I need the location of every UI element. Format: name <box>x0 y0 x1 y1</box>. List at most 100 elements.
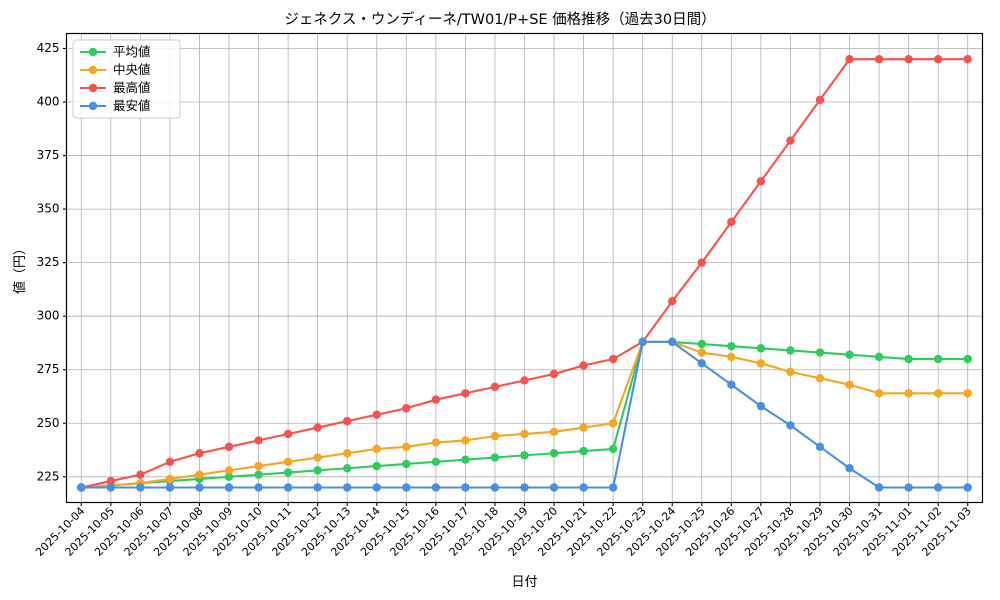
data-point <box>549 369 559 379</box>
data-point <box>402 459 411 469</box>
data-point <box>520 483 529 492</box>
data-point <box>431 438 441 447</box>
data-point <box>490 382 500 392</box>
data-point <box>283 457 293 467</box>
x-axis-label: 日付 <box>511 575 537 590</box>
data-point <box>136 483 145 492</box>
legend-marker-2 <box>88 83 98 93</box>
data-point <box>904 389 913 398</box>
data-point <box>343 464 352 473</box>
data-point <box>372 444 381 454</box>
data-point <box>579 483 588 492</box>
plot-area-border <box>65 32 984 504</box>
data-point <box>372 461 381 471</box>
data-point <box>756 359 766 368</box>
y-axis-label: 値（円） <box>12 242 28 294</box>
data-point <box>786 421 795 430</box>
data-point <box>254 436 263 445</box>
data-point <box>165 483 175 492</box>
data-point <box>254 461 263 471</box>
data-point <box>756 177 766 186</box>
data-point <box>195 483 204 492</box>
data-point <box>579 446 588 456</box>
data-point <box>77 483 86 492</box>
data-point <box>786 346 795 355</box>
data-point <box>431 395 441 404</box>
data-point <box>727 352 736 362</box>
data-point <box>815 374 825 383</box>
data-point <box>727 341 736 351</box>
legend-label-2: 最高値 <box>113 80 151 95</box>
data-point <box>549 427 559 437</box>
data-point <box>756 401 766 411</box>
data-point <box>343 449 352 458</box>
data-point <box>195 470 204 479</box>
data-point <box>520 376 529 385</box>
data-point <box>313 466 322 475</box>
legend-label-3: 最安値 <box>113 98 151 113</box>
data-point <box>106 483 116 492</box>
data-point <box>933 54 943 64</box>
data-point <box>608 419 618 428</box>
x-axis-ticks: 2025-10-042025-10-052025-10-062025-10-07… <box>33 502 974 559</box>
data-point <box>165 457 175 467</box>
data-point <box>461 483 470 492</box>
data-point <box>461 389 470 398</box>
data-point <box>933 483 943 492</box>
y-tick-label: 375 <box>37 148 60 162</box>
series-3 <box>77 337 972 492</box>
data-point <box>520 429 529 439</box>
data-point <box>874 54 884 64</box>
y-tick-label: 275 <box>37 362 60 376</box>
data-point <box>697 339 706 349</box>
data-point <box>372 483 381 492</box>
data-point <box>283 429 293 439</box>
data-point <box>963 389 972 398</box>
data-point <box>549 483 559 492</box>
data-point <box>697 258 706 267</box>
data-point <box>845 350 854 359</box>
data-point <box>904 54 913 64</box>
data-point <box>845 380 854 389</box>
data-point <box>845 464 854 473</box>
data-point <box>727 380 736 389</box>
data-point <box>668 296 677 306</box>
data-point <box>313 423 322 432</box>
data-point <box>904 483 913 492</box>
y-tick-label: 325 <box>37 255 60 269</box>
legend-marker-0 <box>88 47 98 57</box>
data-point <box>431 483 441 492</box>
y-tick-label: 400 <box>37 95 60 109</box>
data-point <box>461 455 470 464</box>
series-1 <box>77 337 972 492</box>
data-point <box>815 442 825 452</box>
data-point <box>402 442 411 452</box>
y-tick-label: 425 <box>37 41 60 55</box>
data-point <box>549 449 559 458</box>
data-point <box>520 451 529 460</box>
data-point <box>490 431 500 441</box>
data-point <box>372 410 381 419</box>
chart-title: ジェネクス・ウンディーネ/TW01/P+SE 価格推移（過去30日間） <box>284 12 716 28</box>
data-point <box>579 361 588 370</box>
data-point <box>608 354 618 364</box>
data-point <box>697 348 706 357</box>
y-tick-label: 225 <box>37 469 60 483</box>
data-point <box>283 483 293 492</box>
data-point <box>697 359 706 368</box>
data-point <box>402 483 411 492</box>
data-point <box>815 348 825 357</box>
data-point <box>254 470 263 479</box>
data-point <box>490 453 500 462</box>
data-point <box>313 453 322 462</box>
y-tick-label: 350 <box>37 202 60 216</box>
data-point <box>608 444 618 454</box>
data-point <box>727 217 736 227</box>
data-point <box>254 483 263 492</box>
data-point <box>313 483 322 492</box>
legend-label-0: 平均値 <box>113 44 151 59</box>
data-point <box>579 423 588 432</box>
data-point <box>343 483 352 492</box>
data-point <box>165 474 175 484</box>
